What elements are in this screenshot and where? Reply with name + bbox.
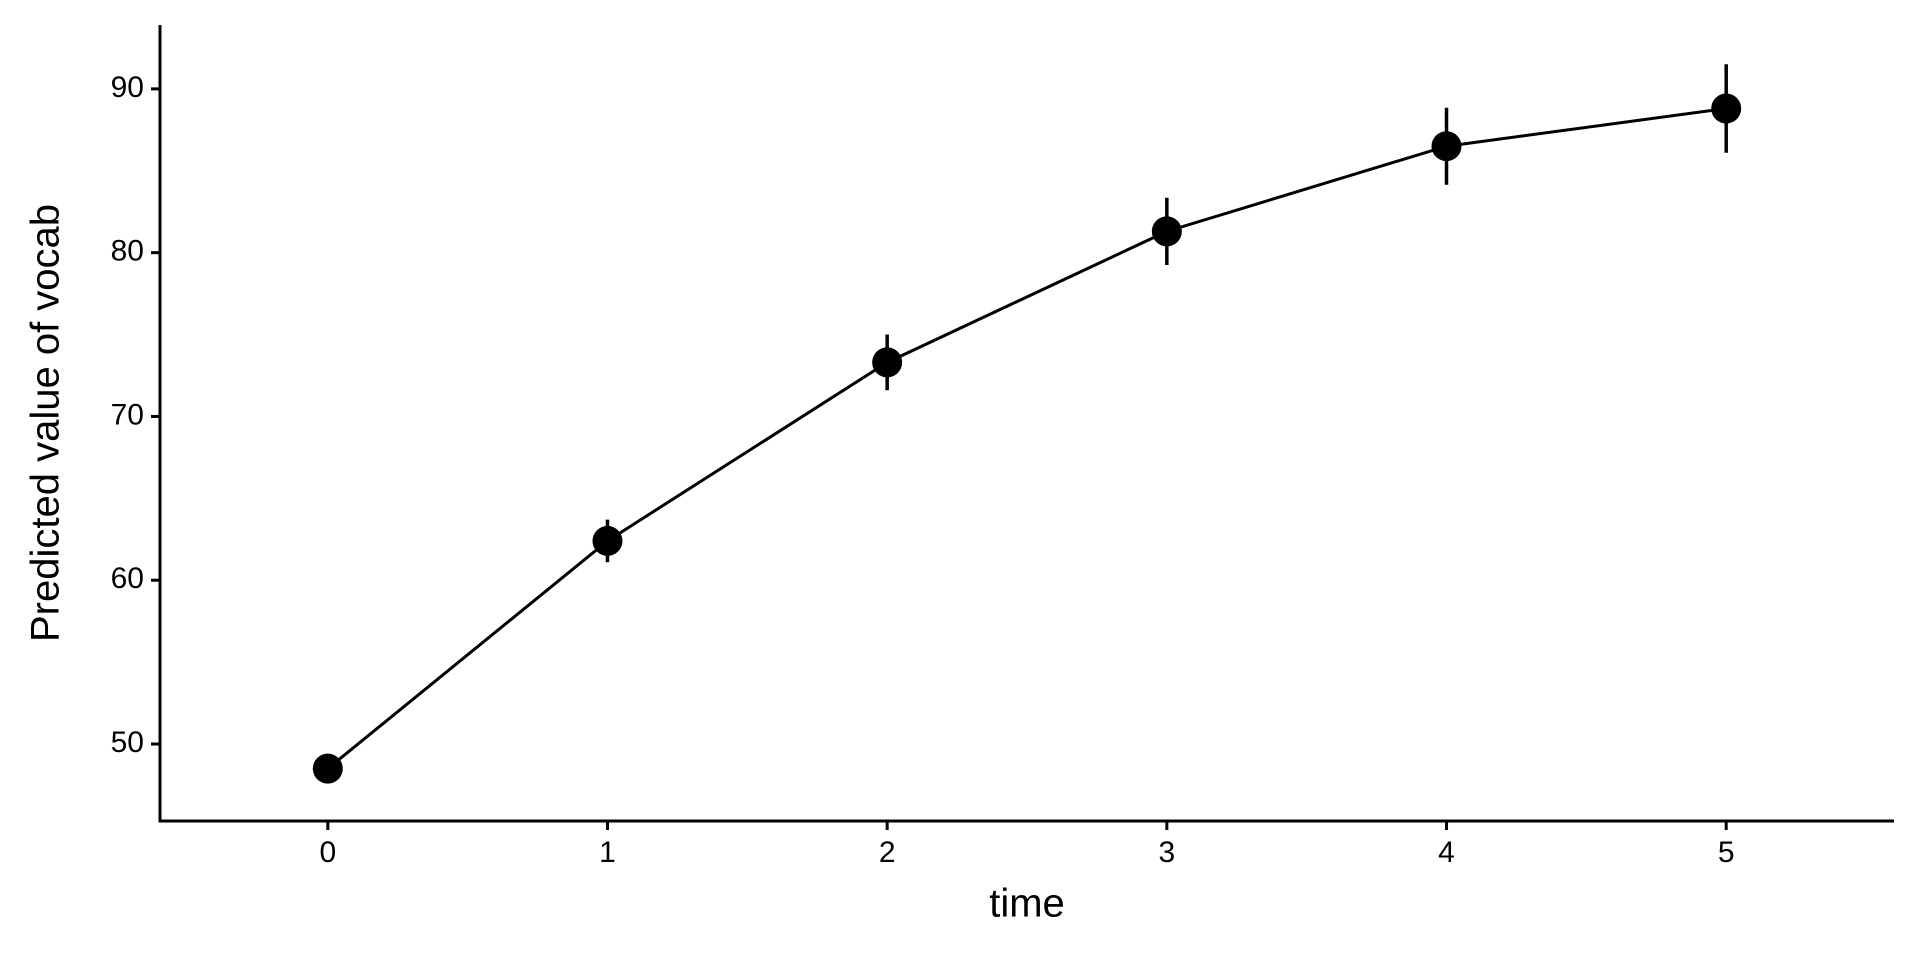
x-tick-label: 4 [1438, 836, 1455, 869]
x-tick-label: 3 [1158, 836, 1175, 869]
y-tick-label: 50 [111, 726, 144, 759]
y-tick-label: 70 [111, 398, 144, 431]
point [1151, 216, 1182, 247]
point [592, 525, 623, 556]
series-line [326, 107, 1727, 770]
point [312, 753, 343, 784]
x-tick-label: 0 [319, 836, 336, 869]
x-tick-label: 5 [1718, 836, 1735, 869]
x-tick-label: 2 [879, 836, 896, 869]
point [1431, 131, 1462, 162]
y-axis-title: Predicted value of vocab [24, 204, 68, 642]
point [1711, 93, 1742, 124]
point [872, 347, 903, 378]
y-tick-label: 60 [111, 562, 144, 595]
y-tick-label: 80 [111, 235, 144, 268]
x-tick-label: 1 [599, 836, 616, 869]
y-tick-label: 90 [111, 71, 144, 104]
x-axis-title: time [989, 882, 1065, 926]
